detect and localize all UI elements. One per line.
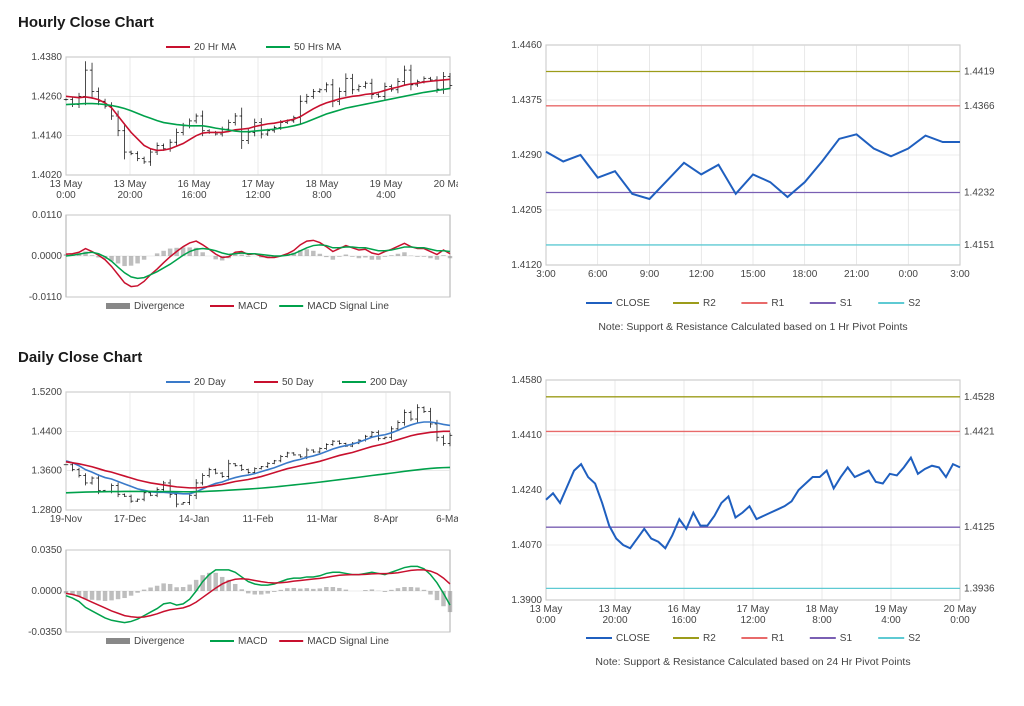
svg-text:1.4205: 1.4205: [511, 205, 542, 216]
svg-text:20 Hr MA: 20 Hr MA: [194, 42, 237, 53]
svg-text:21:00: 21:00: [844, 269, 869, 280]
svg-text:1.4375: 1.4375: [511, 95, 542, 106]
svg-text:8-Apr: 8-Apr: [374, 514, 399, 525]
svg-text:19-Nov: 19-Nov: [50, 514, 82, 525]
svg-text:15:00: 15:00: [740, 269, 765, 280]
hourly-price-chart: 20 Hr MA50 Hrs MA1.40201.41401.42601.438…: [18, 37, 458, 207]
svg-text:1.4380: 1.4380: [31, 52, 62, 63]
hourly-sr-note: Note: Support & Resistance Calculated ba…: [498, 321, 1008, 333]
svg-text:1.4421: 1.4421: [964, 426, 995, 437]
svg-text:12:00: 12:00: [689, 269, 714, 280]
daily-sr-chart: 1.39001.40701.42401.44101.458013 May0:00…: [498, 372, 1008, 652]
svg-text:-0.0110: -0.0110: [29, 292, 63, 303]
svg-text:50 Hrs MA: 50 Hrs MA: [294, 42, 342, 53]
svg-text:17 May12:00: 17 May12:00: [242, 179, 275, 201]
svg-text:18 May8:00: 18 May8:00: [306, 179, 339, 201]
svg-text:S1: S1: [840, 633, 853, 644]
svg-text:S2: S2: [908, 633, 921, 644]
svg-text:13 May20:00: 13 May20:00: [599, 604, 632, 626]
svg-text:14-Jan: 14-Jan: [179, 514, 210, 525]
svg-text:CLOSE: CLOSE: [616, 298, 650, 309]
svg-text:1.3600: 1.3600: [31, 466, 62, 477]
svg-text:16 May16:00: 16 May16:00: [668, 604, 701, 626]
svg-text:6:00: 6:00: [588, 269, 608, 280]
hourly-sr-chart: 1.41201.42051.42901.43751.44603:006:009:…: [498, 37, 1008, 317]
svg-text:1.4460: 1.4460: [511, 40, 542, 51]
svg-text:R2: R2: [703, 298, 716, 309]
svg-text:MACD Signal Line: MACD Signal Line: [307, 301, 389, 312]
svg-text:R1: R1: [771, 633, 784, 644]
svg-text:0:00: 0:00: [899, 269, 919, 280]
daily-sr-note: Note: Support & Resistance Calculated ba…: [498, 656, 1008, 668]
svg-text:1.4140: 1.4140: [31, 131, 62, 142]
svg-text:20 May: 20 May: [434, 179, 458, 190]
svg-text:19 May4:00: 19 May4:00: [370, 179, 403, 201]
svg-text:1.3936: 1.3936: [964, 583, 995, 594]
svg-text:18:00: 18:00: [792, 269, 817, 280]
svg-text:1.4240: 1.4240: [511, 485, 542, 496]
svg-text:1.4151: 1.4151: [964, 240, 995, 251]
hourly-title: Hourly Close Chart: [18, 14, 1006, 31]
svg-text:MACD Signal Line: MACD Signal Line: [307, 636, 389, 647]
svg-text:9:00: 9:00: [640, 269, 660, 280]
svg-text:50 Day: 50 Day: [282, 377, 314, 388]
svg-text:1.4419: 1.4419: [964, 67, 995, 78]
hourly-macd-chart: -0.0110 0.0000 0.0110 Divergence MACD MACD Si…: [18, 207, 458, 317]
svg-text:1.4410: 1.4410: [511, 430, 542, 441]
svg-text:0.0110: 0.0110: [32, 210, 62, 221]
svg-text:CLOSE: CLOSE: [616, 633, 650, 644]
daily-price-chart: 20 Day50 Day200 Day1.28001.36001.44001.5…: [18, 372, 458, 542]
svg-text:19 May4:00: 19 May4:00: [875, 604, 908, 626]
svg-text:13 May0:00: 13 May0:00: [530, 604, 563, 626]
svg-text:Divergence: Divergence: [134, 301, 185, 312]
svg-text:R1: R1: [771, 298, 784, 309]
svg-text:1.5200: 1.5200: [31, 387, 62, 398]
svg-text:0.0350: 0.0350: [31, 545, 62, 556]
svg-text:20 May0:00: 20 May0:00: [944, 604, 977, 626]
svg-text:S2: S2: [908, 298, 921, 309]
svg-text:1.4366: 1.4366: [964, 101, 995, 112]
svg-text:20 Day: 20 Day: [194, 377, 226, 388]
svg-text:1.4580: 1.4580: [511, 375, 542, 386]
svg-text:MACD: MACD: [238, 301, 267, 312]
daily-title: Daily Close Chart: [18, 349, 1006, 366]
svg-text:16 May16:00: 16 May16:00: [178, 179, 211, 201]
svg-text:-0.0350: -0.0350: [28, 627, 62, 638]
svg-text:17 May12:00: 17 May12:00: [737, 604, 770, 626]
svg-text:1.4232: 1.4232: [964, 188, 995, 199]
svg-text:R2: R2: [703, 633, 716, 644]
svg-text:0.0000: 0.0000: [31, 251, 62, 262]
svg-text:Divergence: Divergence: [134, 636, 185, 647]
svg-text:MACD: MACD: [238, 636, 267, 647]
svg-text:13 May0:00: 13 May0:00: [50, 179, 83, 201]
svg-text:S1: S1: [840, 298, 853, 309]
svg-text:1.4400: 1.4400: [31, 426, 62, 437]
svg-text:1.4290: 1.4290: [511, 150, 542, 161]
svg-text:1.4528: 1.4528: [964, 392, 995, 403]
svg-text:3:00: 3:00: [950, 269, 970, 280]
svg-text:11-Mar: 11-Mar: [307, 514, 339, 525]
svg-text:18 May8:00: 18 May8:00: [806, 604, 839, 626]
svg-text:6-May: 6-May: [436, 514, 458, 525]
svg-text:1.4125: 1.4125: [964, 522, 995, 533]
svg-text:11-Feb: 11-Feb: [243, 514, 274, 525]
svg-text:1.4260: 1.4260: [31, 91, 62, 102]
svg-text:3:00: 3:00: [536, 269, 556, 280]
daily-macd-chart: -0.0350 0.0000 0.0350 Divergence MACD MACD Si…: [18, 542, 458, 652]
svg-text:200 Day: 200 Day: [370, 377, 407, 388]
svg-text:13 May20:00: 13 May20:00: [114, 179, 147, 201]
svg-text:17-Dec: 17-Dec: [114, 514, 146, 525]
svg-text:0.0000: 0.0000: [31, 586, 62, 597]
svg-text:1.4070: 1.4070: [511, 540, 542, 551]
